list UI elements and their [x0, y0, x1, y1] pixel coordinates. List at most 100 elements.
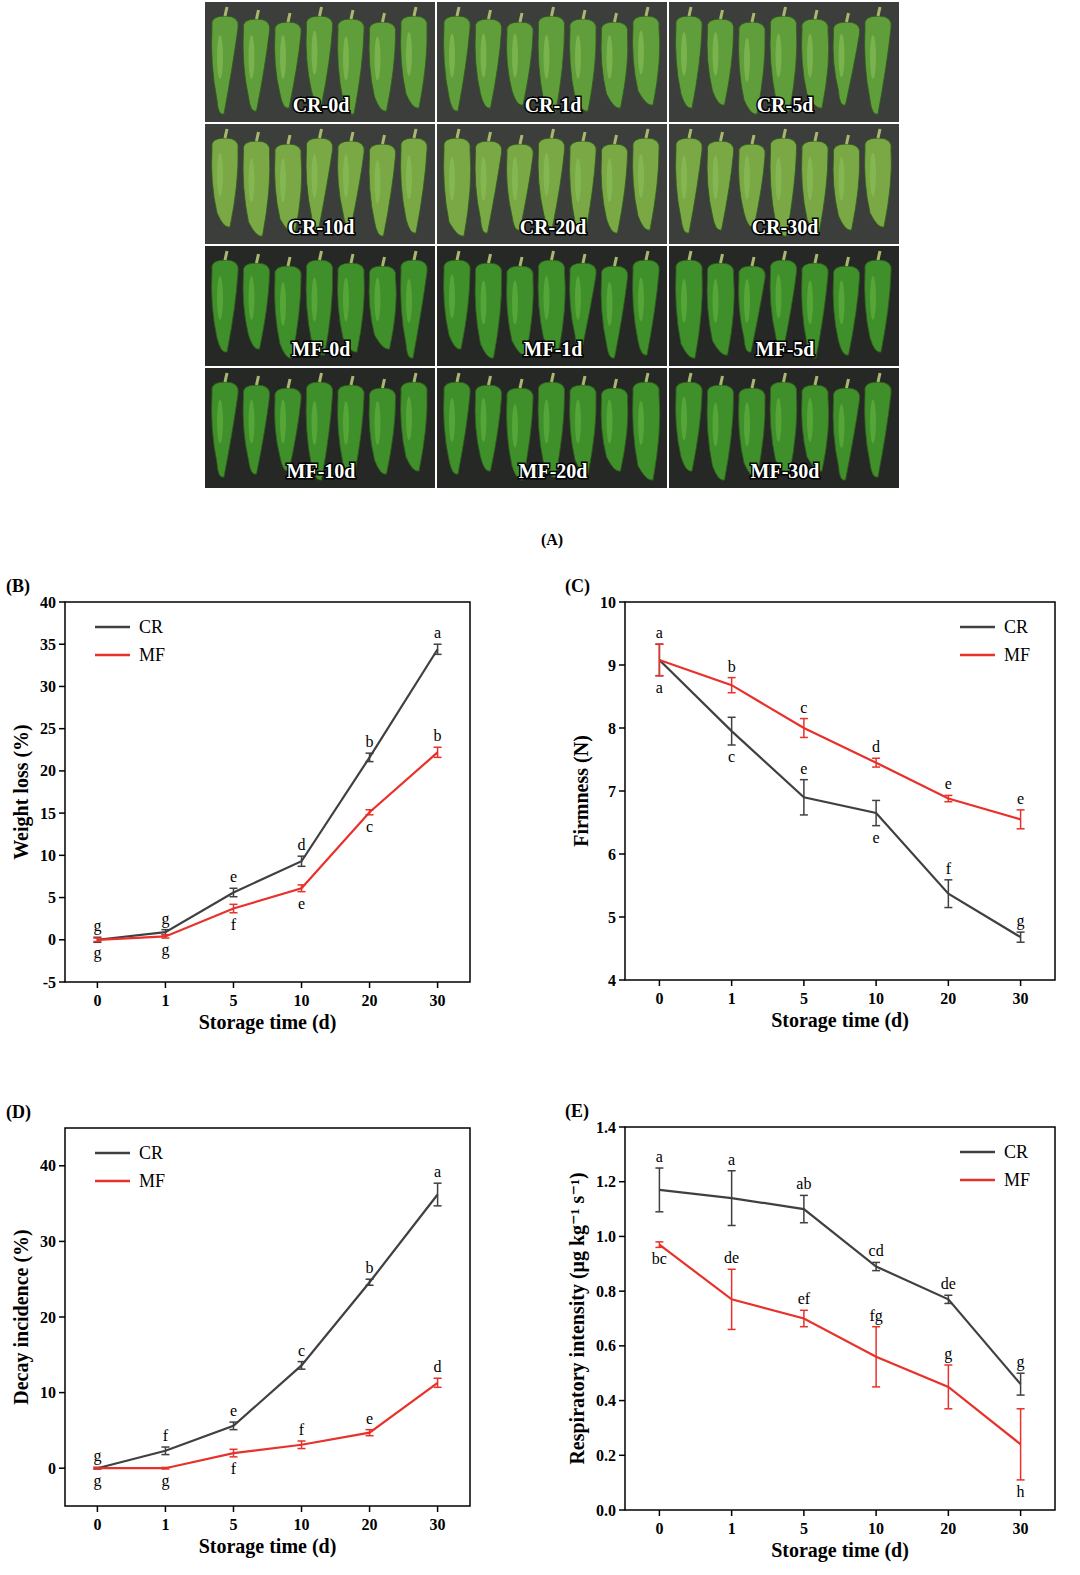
- pepper-highlight: [681, 156, 687, 200]
- significance-letter: ef: [798, 1290, 811, 1307]
- error-cap: [800, 737, 808, 739]
- pepper: [601, 22, 628, 108]
- error-stem: [948, 795, 950, 801]
- pepper: [865, 260, 892, 352]
- pepper-stem: [646, 129, 648, 138]
- pepper-highlight: [638, 154, 644, 198]
- error-stem: [301, 885, 303, 892]
- x-tick: [233, 1506, 235, 1512]
- error-cap: [944, 1294, 952, 1296]
- pepper-stem: [288, 13, 290, 22]
- pepper-highlight: [481, 281, 487, 325]
- error-bar: [298, 1362, 306, 1370]
- y-tick: [619, 916, 625, 918]
- x-tick-label: 1: [161, 992, 169, 1009]
- photo-background: [437, 246, 667, 366]
- pepper-stem: [721, 132, 723, 141]
- pepper-stem: [457, 251, 459, 260]
- error-bar: [1017, 810, 1025, 829]
- legend-swatch: [95, 1152, 130, 1155]
- pepper: [369, 266, 396, 349]
- error-cap: [944, 1408, 952, 1410]
- significance-letter: f: [163, 1427, 169, 1444]
- error-stem: [437, 747, 439, 757]
- pepper: [475, 263, 502, 358]
- pepper-stem: [847, 13, 849, 22]
- pepper: [707, 385, 734, 480]
- y-tick-label: 5: [608, 909, 616, 926]
- pepper-stem: [815, 254, 817, 263]
- error-bar: [872, 1262, 880, 1270]
- pepper: [275, 388, 302, 471]
- y-tick: [59, 728, 65, 730]
- error-stem: [165, 930, 167, 935]
- pepper-stem: [288, 257, 290, 266]
- pepper: [243, 263, 270, 349]
- x-tick: [948, 980, 950, 986]
- error-bar: [161, 935, 169, 938]
- legend-swatch: [95, 626, 130, 629]
- error-stem: [875, 758, 877, 767]
- x-tick-label: 20: [362, 992, 378, 1009]
- error-bar: [1017, 1409, 1025, 1480]
- legend-swatch: [960, 626, 995, 629]
- significance-letter: d: [872, 738, 880, 755]
- y-tick-label: 25: [40, 720, 56, 737]
- error-bar: [944, 1365, 952, 1409]
- pepper-stem: [815, 10, 817, 19]
- y-tick-label: 20: [40, 1309, 56, 1326]
- legend-swatch: [95, 1180, 130, 1183]
- error-cap: [1017, 931, 1025, 933]
- series-line: [97, 1383, 437, 1468]
- significance-letter: f: [231, 1460, 237, 1477]
- error-cap: [229, 1421, 237, 1423]
- pepper-stem: [351, 10, 353, 19]
- pepper-highlight: [839, 281, 845, 325]
- pepper-highlight: [449, 157, 455, 201]
- pepper-highlight: [375, 278, 381, 322]
- y-tick: [619, 1236, 625, 1238]
- significance-letter: g: [93, 1447, 101, 1465]
- pepper-stem: [520, 379, 522, 388]
- pepper: [212, 260, 239, 352]
- significance-letter: bc: [652, 1250, 667, 1267]
- pepper-stem: [257, 376, 259, 385]
- pepper-stem: [583, 10, 585, 19]
- pepper: [243, 141, 270, 236]
- pepper-highlight: [280, 400, 286, 444]
- significance-letter: e: [366, 1410, 373, 1427]
- series-line: [97, 649, 437, 939]
- pepper-highlight: [744, 38, 750, 82]
- legend-swatch: [960, 1151, 995, 1154]
- y-tick-label: 20: [40, 762, 56, 779]
- error-stem: [1020, 1409, 1022, 1480]
- y-tick-label: 40: [40, 594, 56, 611]
- pepper-highlight: [312, 401, 318, 445]
- error-cap: [655, 675, 663, 677]
- y-tick: [59, 643, 65, 645]
- photo-background: [669, 246, 899, 366]
- error-bar: [1017, 1373, 1025, 1395]
- photo-label: MF-30d: [751, 460, 820, 482]
- panel-letter: (C): [565, 576, 590, 597]
- pepper-stem: [457, 373, 459, 382]
- y-tick: [59, 601, 65, 603]
- pepper-highlight: [375, 160, 381, 204]
- pepper: [676, 138, 703, 233]
- x-tick: [301, 982, 303, 988]
- pepper-stem: [646, 7, 648, 16]
- pepper: [802, 385, 829, 471]
- legend-label: MF: [139, 645, 165, 665]
- pepper-stem: [878, 7, 880, 16]
- pepper-highlight: [343, 401, 349, 445]
- x-tick: [875, 1510, 877, 1516]
- x-tick-label: 30: [430, 1516, 446, 1533]
- y-tick-label: 9: [608, 657, 616, 674]
- y-tick: [59, 1241, 65, 1243]
- x-tick-label: 0: [655, 990, 663, 1007]
- error-cap: [1017, 941, 1025, 943]
- photo-label: CR-30d: [752, 216, 819, 238]
- significance-letter: b: [366, 1259, 374, 1276]
- error-stem: [731, 1269, 733, 1329]
- error-bar: [161, 930, 169, 935]
